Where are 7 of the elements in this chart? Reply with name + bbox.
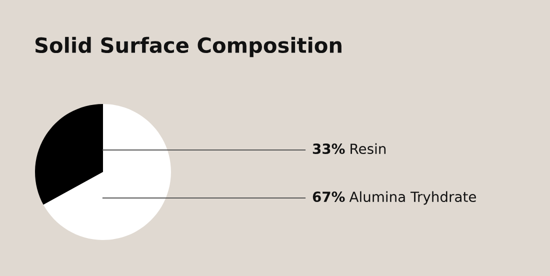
pie-slice [43, 104, 171, 240]
data-label: 67% [312, 192, 345, 202]
pie-slice [35, 104, 103, 205]
data-label: 33% [312, 144, 345, 154]
slice-label: Alumina Tryhdrate [349, 191, 476, 205]
chart-title: Solid Surface Composition [35, 36, 342, 58]
slice-label: Resin [350, 143, 386, 154]
